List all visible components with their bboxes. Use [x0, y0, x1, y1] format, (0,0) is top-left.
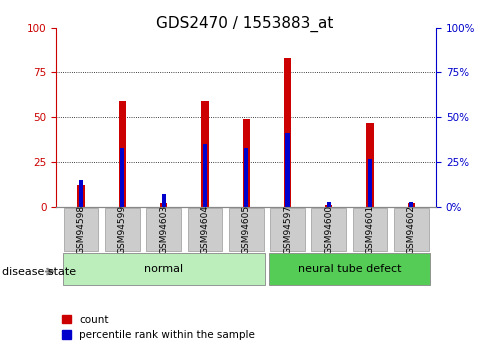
- Bar: [160, 204, 168, 207]
- Bar: [243, 119, 250, 207]
- FancyBboxPatch shape: [270, 208, 305, 251]
- Bar: [162, 195, 166, 207]
- Text: GSM94602: GSM94602: [407, 205, 416, 254]
- FancyBboxPatch shape: [394, 208, 429, 251]
- Text: GSM94598: GSM94598: [76, 205, 86, 254]
- FancyBboxPatch shape: [64, 208, 98, 251]
- Bar: [79, 180, 83, 207]
- Bar: [368, 159, 372, 207]
- Bar: [325, 205, 333, 207]
- Bar: [284, 58, 291, 207]
- Bar: [367, 123, 374, 207]
- Text: GSM94599: GSM94599: [118, 205, 127, 254]
- Text: neural tube defect: neural tube defect: [297, 264, 401, 274]
- Bar: [121, 148, 124, 207]
- FancyBboxPatch shape: [105, 208, 140, 251]
- Text: GSM94603: GSM94603: [159, 205, 168, 254]
- FancyBboxPatch shape: [229, 208, 264, 251]
- Bar: [203, 144, 207, 207]
- Bar: [409, 201, 414, 207]
- Bar: [201, 101, 209, 207]
- Text: GSM94600: GSM94600: [324, 205, 333, 254]
- Bar: [286, 134, 290, 207]
- Bar: [244, 148, 248, 207]
- Text: GSM94601: GSM94601: [366, 205, 374, 254]
- Text: normal: normal: [144, 264, 183, 274]
- FancyBboxPatch shape: [63, 253, 265, 285]
- Bar: [77, 186, 85, 207]
- Text: GSM94605: GSM94605: [242, 205, 251, 254]
- Bar: [327, 201, 331, 207]
- Text: GSM94604: GSM94604: [200, 205, 209, 254]
- Legend: count, percentile rank within the sample: count, percentile rank within the sample: [62, 315, 255, 340]
- Bar: [119, 101, 126, 207]
- Text: disease state: disease state: [2, 267, 76, 276]
- FancyBboxPatch shape: [269, 253, 430, 285]
- FancyBboxPatch shape: [312, 208, 346, 251]
- Bar: [408, 204, 415, 207]
- FancyBboxPatch shape: [353, 208, 388, 251]
- FancyBboxPatch shape: [188, 208, 222, 251]
- FancyBboxPatch shape: [147, 208, 181, 251]
- Text: GSM94597: GSM94597: [283, 205, 292, 254]
- Text: GDS2470 / 1553883_at: GDS2470 / 1553883_at: [156, 16, 334, 32]
